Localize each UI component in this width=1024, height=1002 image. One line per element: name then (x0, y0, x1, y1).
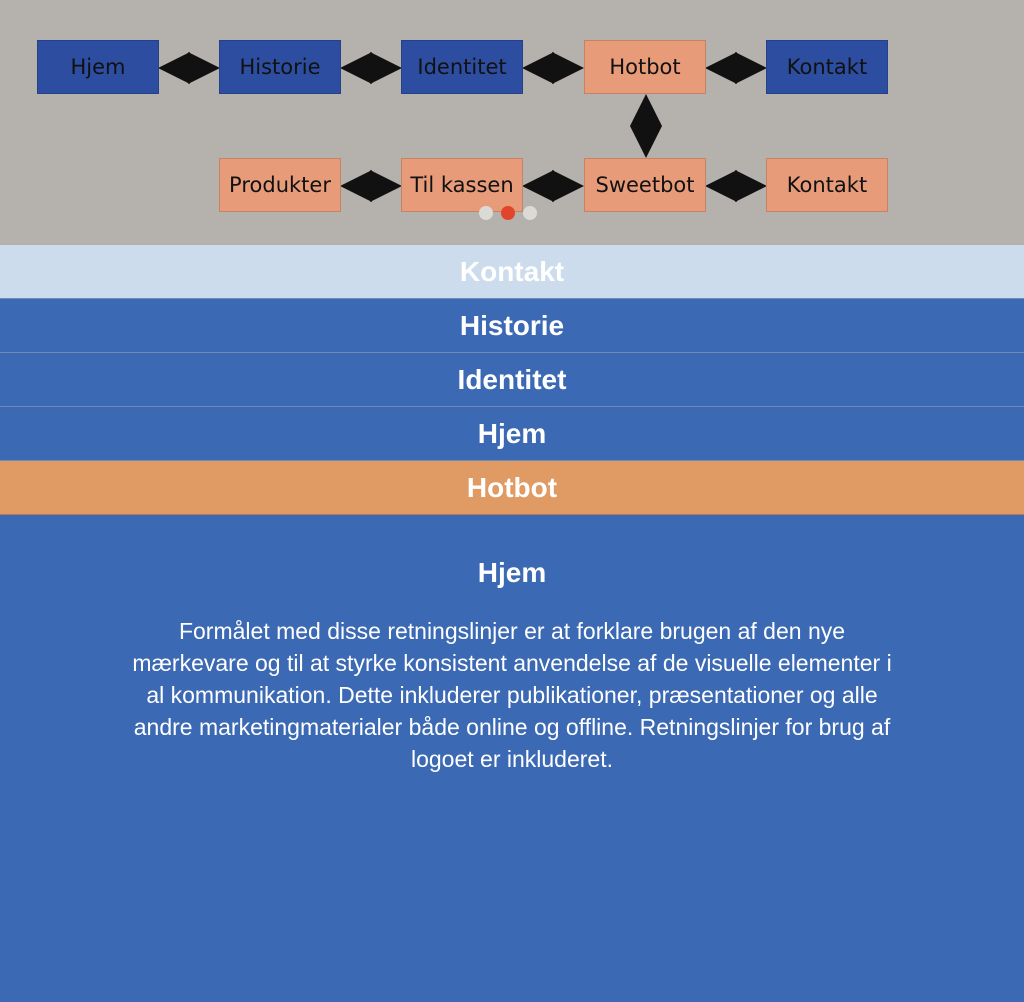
flow-node-kontakt-1: Kontakt (766, 40, 888, 94)
carousel-dot-active[interactable] (501, 206, 515, 220)
flow-node-identitet: Identitet (401, 40, 523, 94)
carousel-dot[interactable] (479, 206, 493, 220)
flow-node-til-kassen: Til kassen (401, 158, 523, 212)
flow-node-kontakt-2: Kontakt (766, 158, 888, 212)
carousel-dot[interactable] (523, 206, 537, 220)
menu-item-kontakt[interactable]: Kontakt (0, 245, 1024, 299)
hero-carousel: Hjem Historie Identitet Hotbot Kontakt P… (0, 0, 1024, 245)
content-body: Formålet med disse retningslinjer er at … (132, 618, 892, 772)
main-menu: Kontakt Historie Identitet Hjem Hotbot (0, 245, 1024, 515)
menu-item-historie[interactable]: Historie (0, 299, 1024, 353)
content-title: Hjem (477, 557, 547, 588)
menu-item-hotbot[interactable]: Hotbot (0, 461, 1024, 515)
content-section: Hjem Formålet med disse retningslinjer e… (0, 515, 1024, 775)
flow-node-historie: Historie (219, 40, 341, 94)
menu-item-hjem[interactable]: Hjem (0, 407, 1024, 461)
carousel-dots (479, 206, 537, 220)
flow-node-sweetbot: Sweetbot (584, 158, 706, 212)
flow-node-hjem: Hjem (37, 40, 159, 94)
flow-node-hotbot: Hotbot (584, 40, 706, 94)
flow-node-produkter: Produkter (219, 158, 341, 212)
flow-arrows (158, 52, 767, 202)
menu-item-identitet[interactable]: Identitet (0, 353, 1024, 407)
